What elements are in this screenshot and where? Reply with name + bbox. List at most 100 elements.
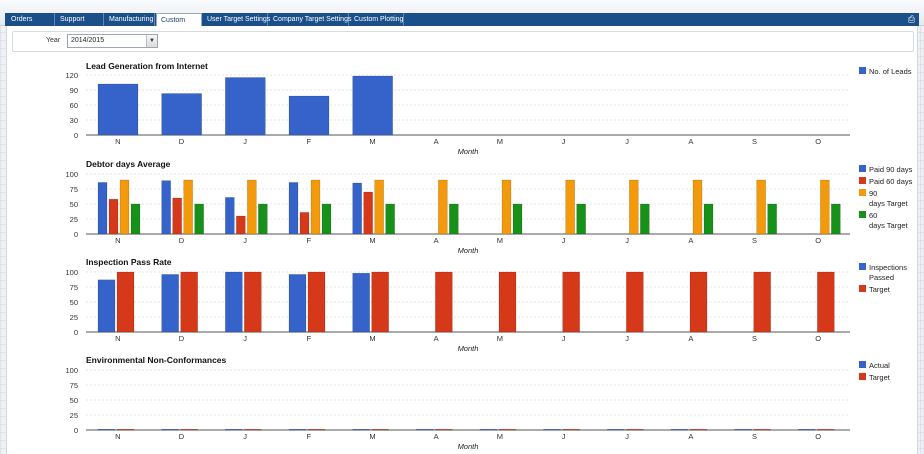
x-tick-label: A	[688, 432, 693, 441]
x-tick-label: A	[688, 137, 693, 146]
chart-bar	[756, 179, 766, 235]
chart-bar	[97, 83, 139, 136]
chart-bar	[172, 197, 182, 235]
chart-bar	[438, 179, 448, 235]
x-tick-label: A	[434, 334, 439, 343]
chart-bar	[689, 428, 708, 431]
x-tick-label: D	[179, 236, 185, 245]
chart-bar	[501, 179, 512, 235]
tab-support[interactable]: Support	[56, 13, 104, 26]
tab-manufacturing[interactable]: Manufacturing	[105, 13, 155, 26]
chart-bar	[288, 428, 307, 431]
legend-label: Paid 90 days	[869, 165, 913, 174]
chart-bar	[236, 215, 246, 235]
x-tick-label: O	[815, 236, 821, 245]
x-tick-label: M	[497, 334, 503, 343]
legend-swatch	[859, 211, 866, 218]
chart-bar	[352, 182, 362, 235]
x-tick-label: S	[752, 334, 757, 343]
y-tick-label: 0	[74, 426, 78, 435]
chart-bar	[640, 203, 650, 235]
chart-bar	[225, 77, 266, 136]
x-tick-label: A	[434, 236, 439, 245]
y-tick-label: 75	[70, 185, 78, 194]
x-tick-label: A	[688, 334, 693, 343]
x-tick-label: O	[815, 137, 821, 146]
x-tick-label: J	[243, 236, 247, 245]
tab-user-target-settings[interactable]: User Target Settings	[203, 13, 270, 26]
chart-bar	[435, 428, 453, 431]
chart-bar	[307, 428, 326, 431]
x-tick-label: F	[307, 137, 312, 146]
year-select-value: 2014/2015	[71, 37, 105, 44]
chart-bar	[299, 212, 310, 235]
chart-bar	[225, 428, 243, 431]
chart-bar	[831, 203, 841, 235]
chart-bar	[626, 428, 644, 431]
chart-bar	[108, 198, 119, 235]
legend-swatch	[859, 373, 866, 380]
x-tick-label: J	[625, 432, 629, 441]
x-tick-label: M	[369, 137, 375, 146]
chart-bar	[798, 428, 816, 431]
legend-label: Target	[869, 373, 891, 382]
chart-bar	[689, 271, 708, 333]
chart-bar	[244, 271, 262, 333]
chart-bar	[288, 274, 307, 333]
x-tick-label: F	[307, 236, 312, 245]
chart-bar	[183, 179, 193, 235]
x-tick-label: J	[243, 137, 247, 146]
chart-bar	[576, 203, 586, 235]
chart-bar	[512, 203, 523, 235]
x-tick-label: M	[497, 236, 503, 245]
chart-bar	[116, 428, 135, 431]
chart-title: Inspection Pass Rate	[86, 257, 172, 267]
year-select[interactable]: 2014/2015 ▼	[67, 34, 158, 48]
chart-bar	[352, 428, 370, 431]
chart-bar	[626, 271, 644, 333]
chart-bar	[670, 428, 689, 431]
legend-label: Paid 60 days	[869, 177, 913, 186]
y-tick-label: 25	[70, 215, 78, 224]
legend-swatch	[859, 189, 866, 196]
chart-bar	[371, 271, 389, 333]
legend-label: Actual	[869, 361, 890, 370]
chart-bar	[817, 271, 835, 333]
printer-icon[interactable]: ⎙	[907, 14, 916, 24]
tab-company-target-settings[interactable]: Company Target Settings	[269, 13, 351, 26]
chart-bar	[180, 428, 198, 431]
x-axis-label: Month	[458, 147, 479, 156]
chart-bar	[607, 428, 625, 431]
chart-bar	[385, 203, 395, 235]
chart-bar	[703, 203, 714, 235]
y-tick-label: 75	[70, 283, 78, 292]
chart-bar	[562, 271, 580, 333]
chart-bar	[130, 203, 141, 235]
chart-bar	[820, 179, 830, 235]
y-tick-label: 120	[65, 71, 78, 80]
chart-bar	[449, 203, 459, 235]
x-tick-label: F	[307, 432, 312, 441]
chart-bar	[629, 179, 639, 235]
chart-bar	[97, 428, 116, 431]
chart-bar	[161, 93, 202, 136]
y-tick-label: 25	[70, 411, 78, 420]
tab-custom-plotting[interactable]: Custom Plotting	[350, 13, 404, 26]
tab-strip	[5, 13, 919, 26]
x-tick-label: J	[562, 432, 566, 441]
tab-orders[interactable]: Orders	[7, 13, 55, 26]
y-tick-label: 100	[65, 170, 78, 179]
chart-bar	[258, 203, 268, 235]
chart-bar	[225, 197, 235, 235]
chart-bar	[374, 179, 384, 235]
chart-bar	[817, 428, 835, 431]
tab-custom[interactable]: Custom	[156, 13, 202, 27]
legend-swatch	[859, 67, 866, 74]
chart-bar	[180, 271, 198, 333]
x-axis-label: Month	[458, 442, 479, 451]
chart-bar	[116, 271, 135, 333]
chevron-down-icon[interactable]: ▼	[146, 35, 157, 47]
chart-bar	[753, 271, 771, 333]
x-tick-label: F	[307, 334, 312, 343]
x-tick-label: M	[497, 137, 503, 146]
